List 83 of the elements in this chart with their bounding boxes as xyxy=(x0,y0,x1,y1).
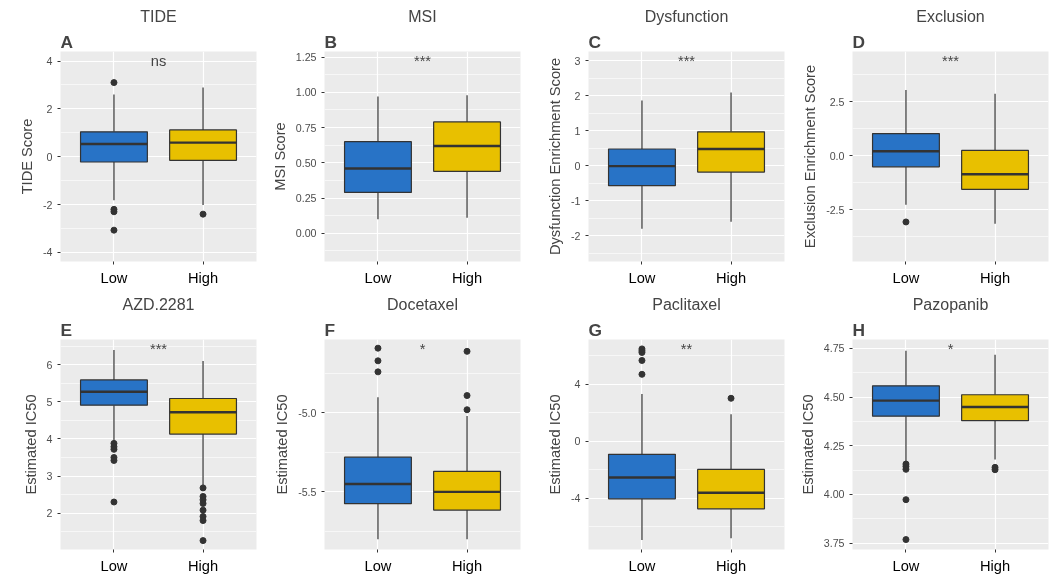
chart-title: Dysfunction xyxy=(644,7,729,25)
y-tick-label: -5.0 xyxy=(298,406,317,419)
x-tick-label: Low xyxy=(364,557,392,574)
text: G xyxy=(588,319,602,340)
y-tick-label: -1 xyxy=(571,194,581,207)
y-tick-label: 0.25 xyxy=(295,192,317,205)
y-tick-label: -2 xyxy=(571,229,581,242)
y-tick-label: 3.75 xyxy=(823,537,845,550)
chart-title: TIDE xyxy=(140,7,177,25)
y-tick-label: 0 xyxy=(46,150,53,163)
text: A xyxy=(60,31,74,52)
x-tick-label: High xyxy=(187,557,219,574)
x-tick-label: High xyxy=(715,269,747,286)
annotation: *** xyxy=(149,340,168,357)
chart-title: Pazopanib xyxy=(912,295,989,313)
annotation: C xyxy=(588,31,602,52)
text: H xyxy=(852,319,866,340)
x-tick-label: High xyxy=(451,557,483,574)
y-axis-title: Estimated IC50 xyxy=(799,394,816,495)
x-tick-label: Low xyxy=(892,557,920,574)
x-tick-label: Low xyxy=(100,557,128,574)
y-tick-label: 1.00 xyxy=(295,86,317,99)
y-tick-label: 1.25 xyxy=(295,51,317,64)
y-axis-title: Estimated IC50 xyxy=(274,394,291,495)
x-tick-label: High xyxy=(187,269,219,286)
y-tick-label: 0.0 xyxy=(829,149,845,162)
annotation: * xyxy=(947,340,954,357)
y-tick-label: 4.75 xyxy=(823,342,845,355)
y-tick-label: 2.5 xyxy=(829,95,845,108)
y-tick-label: -4 xyxy=(571,492,581,505)
y-tick-label: -4 xyxy=(43,246,53,259)
y-tick-label: 3 xyxy=(574,54,581,67)
chart-title: AZD.2281 xyxy=(122,295,195,313)
annotation: E xyxy=(60,319,73,340)
x-tick-label: Low xyxy=(628,557,656,574)
y-tick-label: 4.50 xyxy=(823,391,845,404)
y-axis-title: Dysfunction Enrichment Score xyxy=(547,57,564,256)
annotation: ns xyxy=(150,52,167,69)
annotation: *** xyxy=(677,52,696,69)
y-tick-label: -2.5 xyxy=(826,203,845,216)
y-tick-label: 4.25 xyxy=(823,439,845,452)
chart-title: MSI xyxy=(408,7,437,25)
y-tick-label: 3 xyxy=(46,470,53,483)
annotation: * xyxy=(419,340,426,357)
annotation: *** xyxy=(941,52,960,69)
y-axis-title: Estimated IC50 xyxy=(547,394,564,495)
text: B xyxy=(324,31,338,52)
chart-title: Exclusion xyxy=(916,7,985,25)
y-tick-label: 2 xyxy=(46,102,53,115)
y-tick-label: 0 xyxy=(574,435,581,448)
annotation: F xyxy=(324,319,336,340)
annotation: D xyxy=(852,31,866,52)
x-tick-label: High xyxy=(979,557,1011,574)
x-tick-label: Low xyxy=(364,269,392,286)
y-tick-label: 1 xyxy=(574,124,581,137)
x-tick-label: Low xyxy=(892,269,920,286)
y-axis-title: Exclusion Enrichment Score xyxy=(802,64,819,249)
x-tick-label: High xyxy=(451,269,483,286)
annotation: ** xyxy=(680,340,693,357)
chart-title: Paclitaxel xyxy=(652,295,721,313)
y-tick-label: 0.50 xyxy=(295,156,317,169)
y-tick-label: 5 xyxy=(46,395,53,408)
y-tick-label: 0 xyxy=(574,159,581,172)
y-axis-title: Estimated IC50 xyxy=(22,394,39,495)
y-axis-title: TIDE Score xyxy=(19,118,36,195)
chart-title: Docetaxel xyxy=(386,295,459,313)
y-tick-label: 4.00 xyxy=(823,488,845,501)
y-tick-label: 0.75 xyxy=(295,121,317,134)
y-tick-label: 0.00 xyxy=(295,227,317,240)
y-tick-label: 4 xyxy=(46,432,53,445)
annotation: *** xyxy=(413,52,432,69)
y-tick-label: -2 xyxy=(43,198,53,211)
y-tick-label: -5.5 xyxy=(298,485,317,498)
x-tick-label: Low xyxy=(628,269,656,286)
x-tick-label: High xyxy=(979,269,1011,286)
y-tick-label: 2 xyxy=(574,89,581,102)
y-tick-label: 6 xyxy=(46,358,53,371)
y-tick-label: 4 xyxy=(46,55,53,68)
y-tick-label: 4 xyxy=(574,378,581,391)
x-tick-label: High xyxy=(715,557,747,574)
x-tick-label: Low xyxy=(100,269,128,286)
y-axis-title: MSI Score xyxy=(271,122,288,191)
y-tick-label: 2 xyxy=(46,507,53,520)
